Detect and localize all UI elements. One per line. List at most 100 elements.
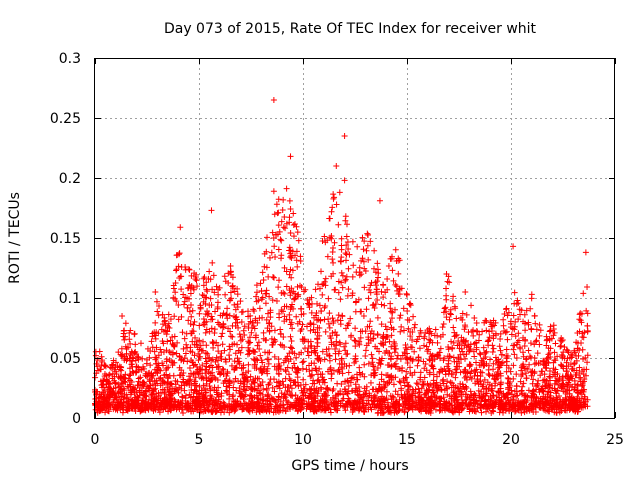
data-point <box>503 306 510 313</box>
data-point <box>202 355 209 362</box>
data-point <box>428 353 435 360</box>
data-point <box>131 397 138 404</box>
data-point <box>517 403 524 410</box>
data-point <box>210 344 217 351</box>
data-point <box>306 401 313 408</box>
data-point <box>223 373 230 380</box>
data-point <box>263 316 270 323</box>
data-point <box>297 257 304 264</box>
data-point <box>290 210 297 217</box>
data-point <box>443 271 450 277</box>
data-point <box>223 387 230 394</box>
data-point <box>565 375 572 382</box>
data-point <box>374 260 381 267</box>
data-point <box>478 409 485 416</box>
data-point <box>327 333 334 340</box>
data-point <box>339 284 346 291</box>
data-point <box>252 334 259 341</box>
data-point <box>347 315 354 322</box>
data-point <box>153 344 160 351</box>
data-point <box>582 398 589 405</box>
data-point <box>458 405 465 412</box>
data-point <box>200 321 207 328</box>
data-point <box>327 406 334 413</box>
data-point <box>157 389 164 396</box>
data-point <box>236 390 243 397</box>
data-point <box>250 323 257 330</box>
data-point <box>286 375 293 382</box>
data-point <box>200 282 207 289</box>
data-point <box>483 390 490 397</box>
data-point <box>203 279 210 286</box>
data-point <box>505 309 512 316</box>
data-point <box>181 387 188 394</box>
data-point <box>169 394 176 401</box>
data-point <box>167 407 174 414</box>
data-point <box>216 398 223 405</box>
data-point <box>387 409 394 416</box>
data-point <box>266 254 273 261</box>
data-point <box>308 349 315 356</box>
data-point <box>361 284 368 291</box>
data-point <box>401 408 408 415</box>
data-point <box>366 323 373 330</box>
data-point <box>195 350 202 357</box>
data-point <box>490 345 497 352</box>
data-point <box>322 282 329 289</box>
data-point <box>218 333 225 340</box>
data-point <box>563 368 570 375</box>
data-point <box>321 356 328 363</box>
data-point <box>408 392 415 399</box>
data-point <box>503 346 510 353</box>
data-point <box>475 387 482 394</box>
data-point <box>388 332 395 339</box>
data-point <box>165 320 172 327</box>
data-point <box>441 305 448 312</box>
data-point <box>511 351 518 358</box>
data-point <box>208 377 215 384</box>
data-point <box>573 404 580 411</box>
data-point <box>102 409 109 416</box>
data-point <box>260 276 267 283</box>
data-point <box>422 361 429 368</box>
data-point <box>286 271 293 278</box>
data-point <box>485 371 492 378</box>
data-point <box>458 388 465 395</box>
data-point <box>518 373 525 380</box>
data-point <box>279 207 286 214</box>
data-point <box>394 391 401 398</box>
data-point <box>151 404 158 411</box>
data-point <box>298 387 305 394</box>
x-tick-label: 10 <box>294 432 312 448</box>
data-point <box>286 197 293 204</box>
data-point <box>348 375 355 382</box>
data-point <box>293 257 300 264</box>
data-point <box>553 388 560 395</box>
y-tick-label: 0.2 <box>59 171 81 187</box>
data-point <box>380 281 387 288</box>
data-point <box>490 360 497 367</box>
data-point <box>121 378 128 385</box>
data-point <box>217 409 224 416</box>
data-point <box>289 325 296 332</box>
data-point <box>298 404 305 411</box>
data-point <box>515 337 522 344</box>
data-point <box>272 254 279 261</box>
data-point <box>94 363 101 370</box>
data-point <box>180 376 187 383</box>
data-point <box>164 398 171 405</box>
data-point <box>321 233 328 240</box>
data-point <box>520 318 527 325</box>
data-point <box>515 316 522 323</box>
data-point <box>495 403 502 410</box>
data-point <box>510 312 517 319</box>
x-tick-label: 20 <box>502 432 520 448</box>
data-point <box>397 328 404 335</box>
data-point <box>281 313 288 320</box>
data-point <box>295 400 302 407</box>
data-point <box>165 375 172 382</box>
data-point <box>195 399 202 406</box>
data-point <box>224 370 231 377</box>
data-point <box>202 386 209 393</box>
data-point <box>361 238 368 245</box>
